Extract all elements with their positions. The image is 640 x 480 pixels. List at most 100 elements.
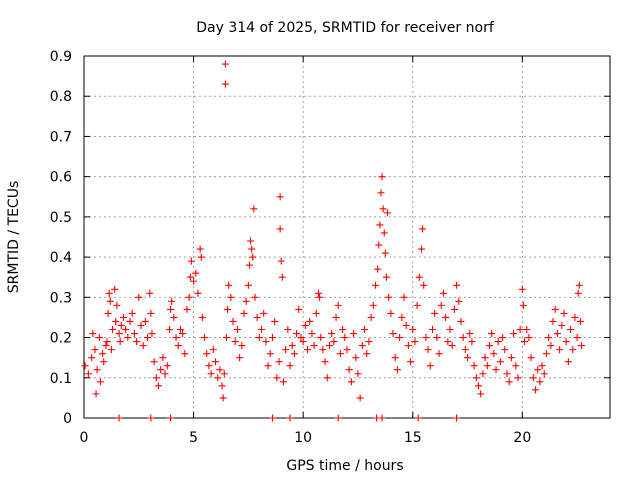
data-point [95, 334, 103, 342]
data-point [321, 358, 329, 366]
y-tick-label: 0.6 [50, 170, 72, 186]
data-point [361, 326, 369, 334]
data-point [264, 362, 272, 370]
data-point [525, 334, 533, 342]
data-point [253, 313, 261, 321]
data-point [286, 414, 294, 422]
data-point [519, 301, 527, 309]
data-point [381, 249, 389, 257]
data-point [523, 326, 531, 334]
data-point [356, 394, 364, 402]
data-point [219, 394, 227, 402]
x-tick-label: 5 [189, 430, 198, 446]
data-point [483, 362, 491, 370]
data-point [468, 338, 476, 346]
data-point [236, 354, 244, 362]
data-point [549, 317, 557, 325]
data-point [242, 297, 250, 305]
data-point [540, 370, 548, 378]
data-point [144, 334, 152, 342]
data-point [400, 293, 408, 301]
data-point [378, 173, 386, 181]
data-point [578, 342, 586, 350]
data-point [352, 354, 360, 362]
data-point [439, 289, 447, 297]
data-point [375, 241, 383, 249]
data-point [84, 370, 92, 378]
data-point [122, 326, 130, 334]
data-point [369, 301, 377, 309]
data-point [214, 374, 222, 382]
data-point [304, 346, 312, 354]
data-point [371, 281, 379, 289]
y-tick-label: 0.9 [50, 49, 72, 65]
data-point [286, 362, 294, 370]
data-point [271, 317, 279, 325]
data-point [413, 301, 421, 309]
data-point [103, 338, 111, 346]
data-point [424, 346, 432, 354]
data-point [531, 386, 539, 394]
data-point [299, 338, 307, 346]
data-point [378, 414, 386, 422]
data-point [485, 342, 493, 350]
data-point [567, 326, 575, 334]
data-point [176, 326, 184, 334]
data-point [551, 305, 559, 313]
data-point [545, 334, 553, 342]
data-point [96, 378, 104, 386]
data-point [573, 334, 581, 342]
data-point [99, 350, 107, 358]
data-point [558, 321, 566, 329]
data-point [194, 289, 202, 297]
data-point [115, 414, 123, 422]
data-point [116, 338, 124, 346]
data-point [197, 253, 205, 261]
data-point [542, 350, 550, 358]
data-point [276, 193, 284, 201]
grid-lines [84, 56, 610, 418]
data-point [247, 237, 255, 245]
data-point [105, 289, 113, 297]
data-point [514, 374, 522, 382]
data-point [415, 273, 423, 281]
data-point [106, 297, 114, 305]
data-point [426, 362, 434, 370]
data-point [393, 366, 401, 374]
data-point [334, 301, 342, 309]
data-point [319, 346, 327, 354]
data-point [457, 317, 465, 325]
data-point [444, 338, 452, 346]
data-point [133, 338, 141, 346]
data-point [455, 297, 463, 305]
data-point [505, 378, 513, 386]
data-point [201, 334, 209, 342]
data-point [574, 289, 582, 297]
data-point [521, 338, 529, 346]
data-point [128, 309, 136, 317]
data-point [290, 350, 298, 358]
data-point [117, 321, 125, 329]
data-point [130, 330, 138, 338]
plot-frame [83, 55, 611, 419]
data-point [418, 245, 426, 253]
data-point [112, 317, 120, 325]
data-point [111, 285, 119, 293]
data-point [407, 358, 415, 366]
data-point [350, 330, 358, 338]
data-point [224, 305, 232, 313]
data-point [422, 334, 430, 342]
data-point [212, 358, 219, 366]
x-tick-label: 15 [404, 430, 422, 446]
y-tick-label: 0.7 [50, 129, 72, 145]
data-point [389, 330, 397, 338]
data-point [437, 301, 445, 309]
data-point [396, 334, 404, 342]
data-point [102, 342, 110, 350]
data-point [494, 338, 502, 346]
data-point [306, 317, 314, 325]
data-point [576, 317, 584, 325]
data-point [198, 313, 206, 321]
data-point [93, 366, 101, 374]
data-point [536, 378, 544, 386]
